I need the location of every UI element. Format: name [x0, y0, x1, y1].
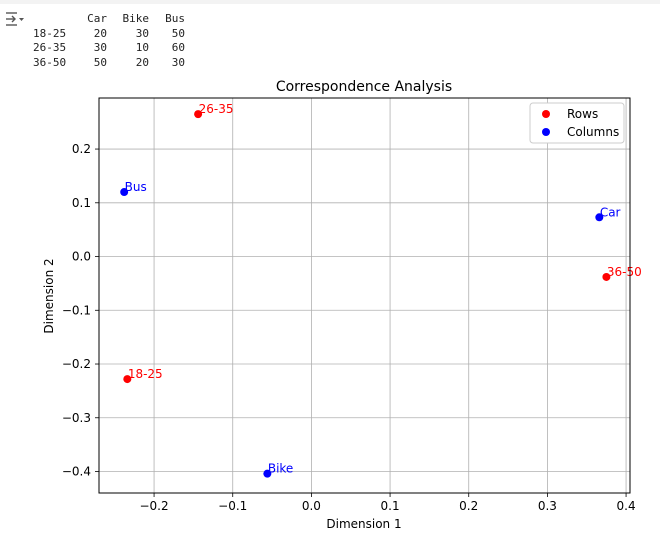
table-cell: 20	[135, 55, 149, 69]
data-point-36-50	[602, 272, 611, 281]
axis-ticks: −0.2 −0.1 0.0 0.1 0.2 0.3 0.4 0.2 0.1 0.0 −0.1 −0.2…	[62, 142, 636, 513]
row-label: 26-35	[33, 41, 67, 54]
x-tick-label: 0.1	[381, 499, 400, 513]
row-label: 36-50	[33, 55, 67, 69]
data-point-26-35	[194, 110, 203, 119]
chart-title: Correspondence Analysis	[276, 79, 452, 95]
legend-marker-rows	[542, 110, 550, 118]
table-cell: 50	[171, 26, 185, 40]
plot-area	[98, 97, 631, 494]
table-cell: 50	[93, 55, 107, 69]
legend-box	[529, 102, 625, 144]
data-label-bike: Bike	[268, 462, 293, 476]
grid	[99, 98, 630, 493]
y-tick-label: 0.1	[72, 196, 91, 210]
table-cell: 30	[93, 41, 107, 54]
y-axis-label: Dimension 2	[42, 258, 56, 333]
data-point-car	[595, 213, 604, 222]
y-tick-label: −0.4	[62, 465, 91, 479]
output-toggle-icon[interactable]	[4, 10, 26, 28]
data-label-bus: Bus	[125, 180, 147, 194]
column-header: Bus	[165, 12, 185, 25]
y-tick-label: −0.1	[62, 303, 91, 317]
y-tick-label: 0.0	[72, 250, 91, 264]
column-header: Car	[87, 12, 107, 25]
table-row: 26-35 30 10 60	[33, 41, 185, 56]
legend-label-columns: Columns	[567, 125, 619, 139]
table-cell: 30	[135, 26, 149, 40]
y-tick-label: −0.3	[62, 411, 91, 425]
table-cell: 10	[135, 41, 149, 54]
y-tick-label: 0.2	[72, 142, 91, 156]
y-tick-label: −0.2	[62, 357, 91, 371]
table-cell: 30	[171, 55, 185, 69]
x-tick-label: 0.2	[459, 499, 478, 513]
data-label-car: Car	[600, 205, 621, 219]
data-points: 18-25 26-35 36-50 Car Bike Bus	[120, 102, 642, 478]
column-header: Bike	[122, 12, 150, 25]
table-header-row: Car Bike Bus	[33, 12, 185, 27]
data-label-18-25: 18-25	[128, 367, 163, 381]
legend-label-rows: Rows	[567, 107, 598, 121]
data-label-36-50: 36-50	[607, 265, 642, 279]
x-tick-label: −0.2	[139, 499, 168, 513]
row-label: 18-25	[33, 26, 67, 40]
cell-top-border	[0, 0, 660, 4]
data-point-bus	[120, 188, 129, 197]
x-axis-label: Dimension 1	[326, 517, 401, 531]
table-row: 18-25 20 30 50	[33, 27, 185, 42]
table-row: 36-50 50 20 30	[33, 56, 185, 71]
table-cell: 20	[93, 26, 107, 40]
x-tick-label: 0.4	[617, 499, 636, 513]
dataframe-output: Car Bike Bus 18-25 20 30 50 26-35 30 10 …	[33, 12, 185, 70]
legend-marker-columns	[542, 128, 550, 136]
x-tick-label: 0.0	[302, 499, 321, 513]
table-cell: 60	[171, 41, 185, 54]
x-tick-label: 0.3	[538, 499, 557, 513]
x-tick-label: −0.1	[218, 499, 247, 513]
data-point-18-25	[123, 375, 132, 384]
legend: Rows Columns	[529, 102, 625, 144]
data-label-26-35: 26-35	[199, 102, 234, 116]
data-point-bike	[263, 469, 272, 478]
